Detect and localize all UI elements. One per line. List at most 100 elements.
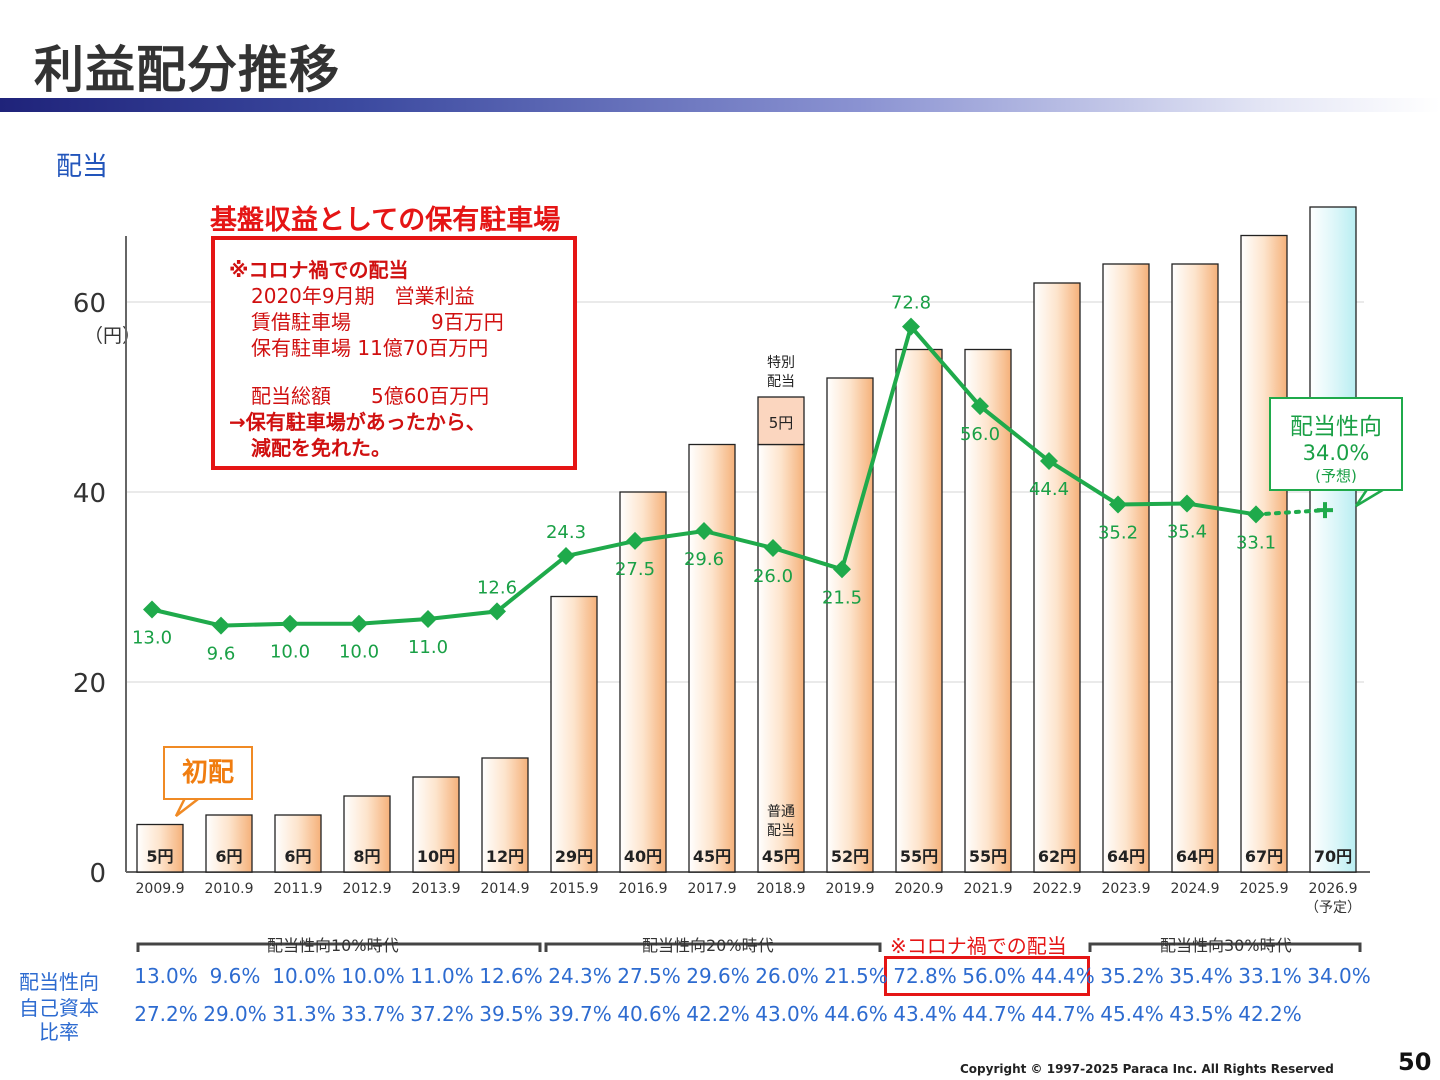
bar-value-label: 67円 (1245, 847, 1283, 866)
payout-forecast-callout: 配当性向 34.0% (予想) (1269, 397, 1403, 491)
x-tick-label: 2022.9 (1033, 881, 1082, 897)
bar (1309, 206, 1357, 873)
payout-marker (281, 614, 299, 633)
corona-highlight-box (884, 956, 1090, 996)
slide-title: 利益配分推移 (34, 41, 340, 99)
era-bracket-20 (544, 942, 882, 952)
payout-marker (143, 600, 161, 619)
payout-label: 24.3 (546, 522, 586, 543)
corona-line-7: 減配を免れた。 (251, 436, 391, 460)
payout-label: 72.8 (891, 293, 931, 314)
payout-ratio-cell: 13.0% (134, 964, 198, 988)
payout-ratio-cell: 27.5% (617, 964, 681, 988)
equity-ratio-cell: 33.7% (341, 1002, 405, 1026)
x-tick-label: 2014.9 (481, 881, 530, 897)
equity-ratio-cell: 40.6% (617, 1002, 681, 1026)
bar-value-label: 8円 (353, 847, 380, 866)
payout-ratio-cell: 44.4% (1031, 964, 1095, 988)
special-note: 配当 (767, 374, 795, 390)
y-tick-label: 20 (73, 669, 106, 699)
payout-label: 10.0 (270, 642, 310, 663)
title-rule (0, 98, 1440, 112)
x-tick-label: 2009.9 (136, 881, 185, 897)
payout-label: 10.0 (339, 642, 379, 663)
era-bracket-10 (136, 942, 542, 952)
equity-ratio-cell: 43.0% (755, 1002, 819, 1026)
era-label-corona: ※コロナ禍での配当 (890, 934, 1067, 958)
x-tick-label: 2026.9 (1309, 881, 1358, 897)
equity-ratio-cell: 39.7% (548, 1002, 612, 1026)
corona-line-5: 配当総額 5億60百万円 (251, 384, 490, 408)
payout-label: 44.4 (1029, 479, 1069, 500)
equity-ratio-cell: 45.4% (1100, 1002, 1164, 1026)
payout-label: 29.6 (684, 549, 724, 570)
payout-marker (833, 560, 851, 579)
row-label-payout: 配当性向 (19, 970, 99, 994)
regular-note: 普通 (767, 804, 795, 820)
bar (1102, 263, 1150, 873)
payout-label: 35.2 (1098, 523, 1138, 544)
equity-ratio-cell: 44.7% (1031, 1002, 1095, 1026)
payout-label: 26.0 (753, 566, 793, 587)
payout-label: 33.1 (1236, 532, 1276, 553)
x-tick-label: 2019.9 (826, 881, 875, 897)
payout-marker (488, 602, 506, 621)
bar (1171, 263, 1219, 873)
bar (481, 757, 529, 873)
corona-line-2: 2020年9月期 営業利益 (251, 284, 475, 308)
y-tick-label: 40 (73, 479, 106, 509)
payout-marker (350, 614, 368, 633)
payout-forecast-marker (1317, 502, 1333, 519)
bar-value-label: 70円 (1314, 847, 1352, 866)
bar (964, 348, 1012, 873)
payout-marker (419, 609, 437, 628)
payout-label: 27.5 (615, 559, 655, 580)
bar (619, 491, 667, 873)
bar-value-label: 6円 (284, 847, 311, 866)
x-tick-label: 2011.9 (274, 881, 323, 897)
x-tick-label: 2012.9 (343, 881, 392, 897)
payout-marker (902, 317, 920, 336)
era-label-30: 配当性向30%時代 (1160, 936, 1292, 955)
equity-ratio-cell: 29.0% (203, 1002, 267, 1026)
special-bar (757, 396, 805, 446)
x-tick-label: 2025.9 (1240, 881, 1289, 897)
special-bar-label: 5円 (769, 414, 794, 432)
payout-label: 35.4 (1167, 522, 1207, 543)
payout-marker (626, 531, 644, 550)
bar-value-label: 40円 (624, 847, 662, 866)
x-tick-label: 2018.9 (757, 881, 806, 897)
copyright: Copyright © 1997-2025 Paraca Inc. All Ri… (960, 1062, 1334, 1076)
bar (757, 443, 805, 873)
equity-ratio-cell: 43.4% (893, 1002, 957, 1026)
bar (343, 795, 391, 873)
payout-forecast-note: (予想) (1315, 467, 1357, 485)
bar-value-label: 55円 (969, 847, 1007, 866)
bar-value-label: 55円 (900, 847, 938, 866)
payout-ratio-cell: 12.6% (479, 964, 543, 988)
equity-ratio-cell: 42.2% (686, 1002, 750, 1026)
first-dividend-callout: 初配 (163, 746, 253, 800)
payout-marker (971, 397, 989, 416)
bar-value-label: 64円 (1176, 847, 1214, 866)
equity-ratio-cell: 31.3% (272, 1002, 336, 1026)
era-label-20: 配当性向20%時代 (642, 936, 774, 955)
equity-ratio-cell: 37.2% (410, 1002, 474, 1026)
payout-ratio-cell: 29.6% (686, 964, 750, 988)
y-tick-label: 0 (89, 859, 106, 889)
payout-label: 9.6 (207, 644, 236, 665)
payout-forecast-title: 配当性向 (1290, 414, 1382, 440)
payout-forecast-value: 34.0% (1302, 441, 1370, 465)
row-label-equity: 自己資本 比率 (19, 996, 99, 1044)
payout-ratio-cell: 10.0% (272, 964, 336, 988)
bar (274, 814, 322, 873)
equity-ratio-cell: 27.2% (134, 1002, 198, 1026)
x-tick-label: 2024.9 (1171, 881, 1220, 897)
corona-line-6: →保有駐車場があったから、 (229, 410, 486, 434)
payout-label: 21.5 (822, 587, 862, 608)
x-tick-label: 2020.9 (895, 881, 944, 897)
payout-forecast-line (1254, 508, 1327, 517)
bar (550, 595, 598, 873)
payout-ratio-cell: 33.1% (1238, 964, 1302, 988)
